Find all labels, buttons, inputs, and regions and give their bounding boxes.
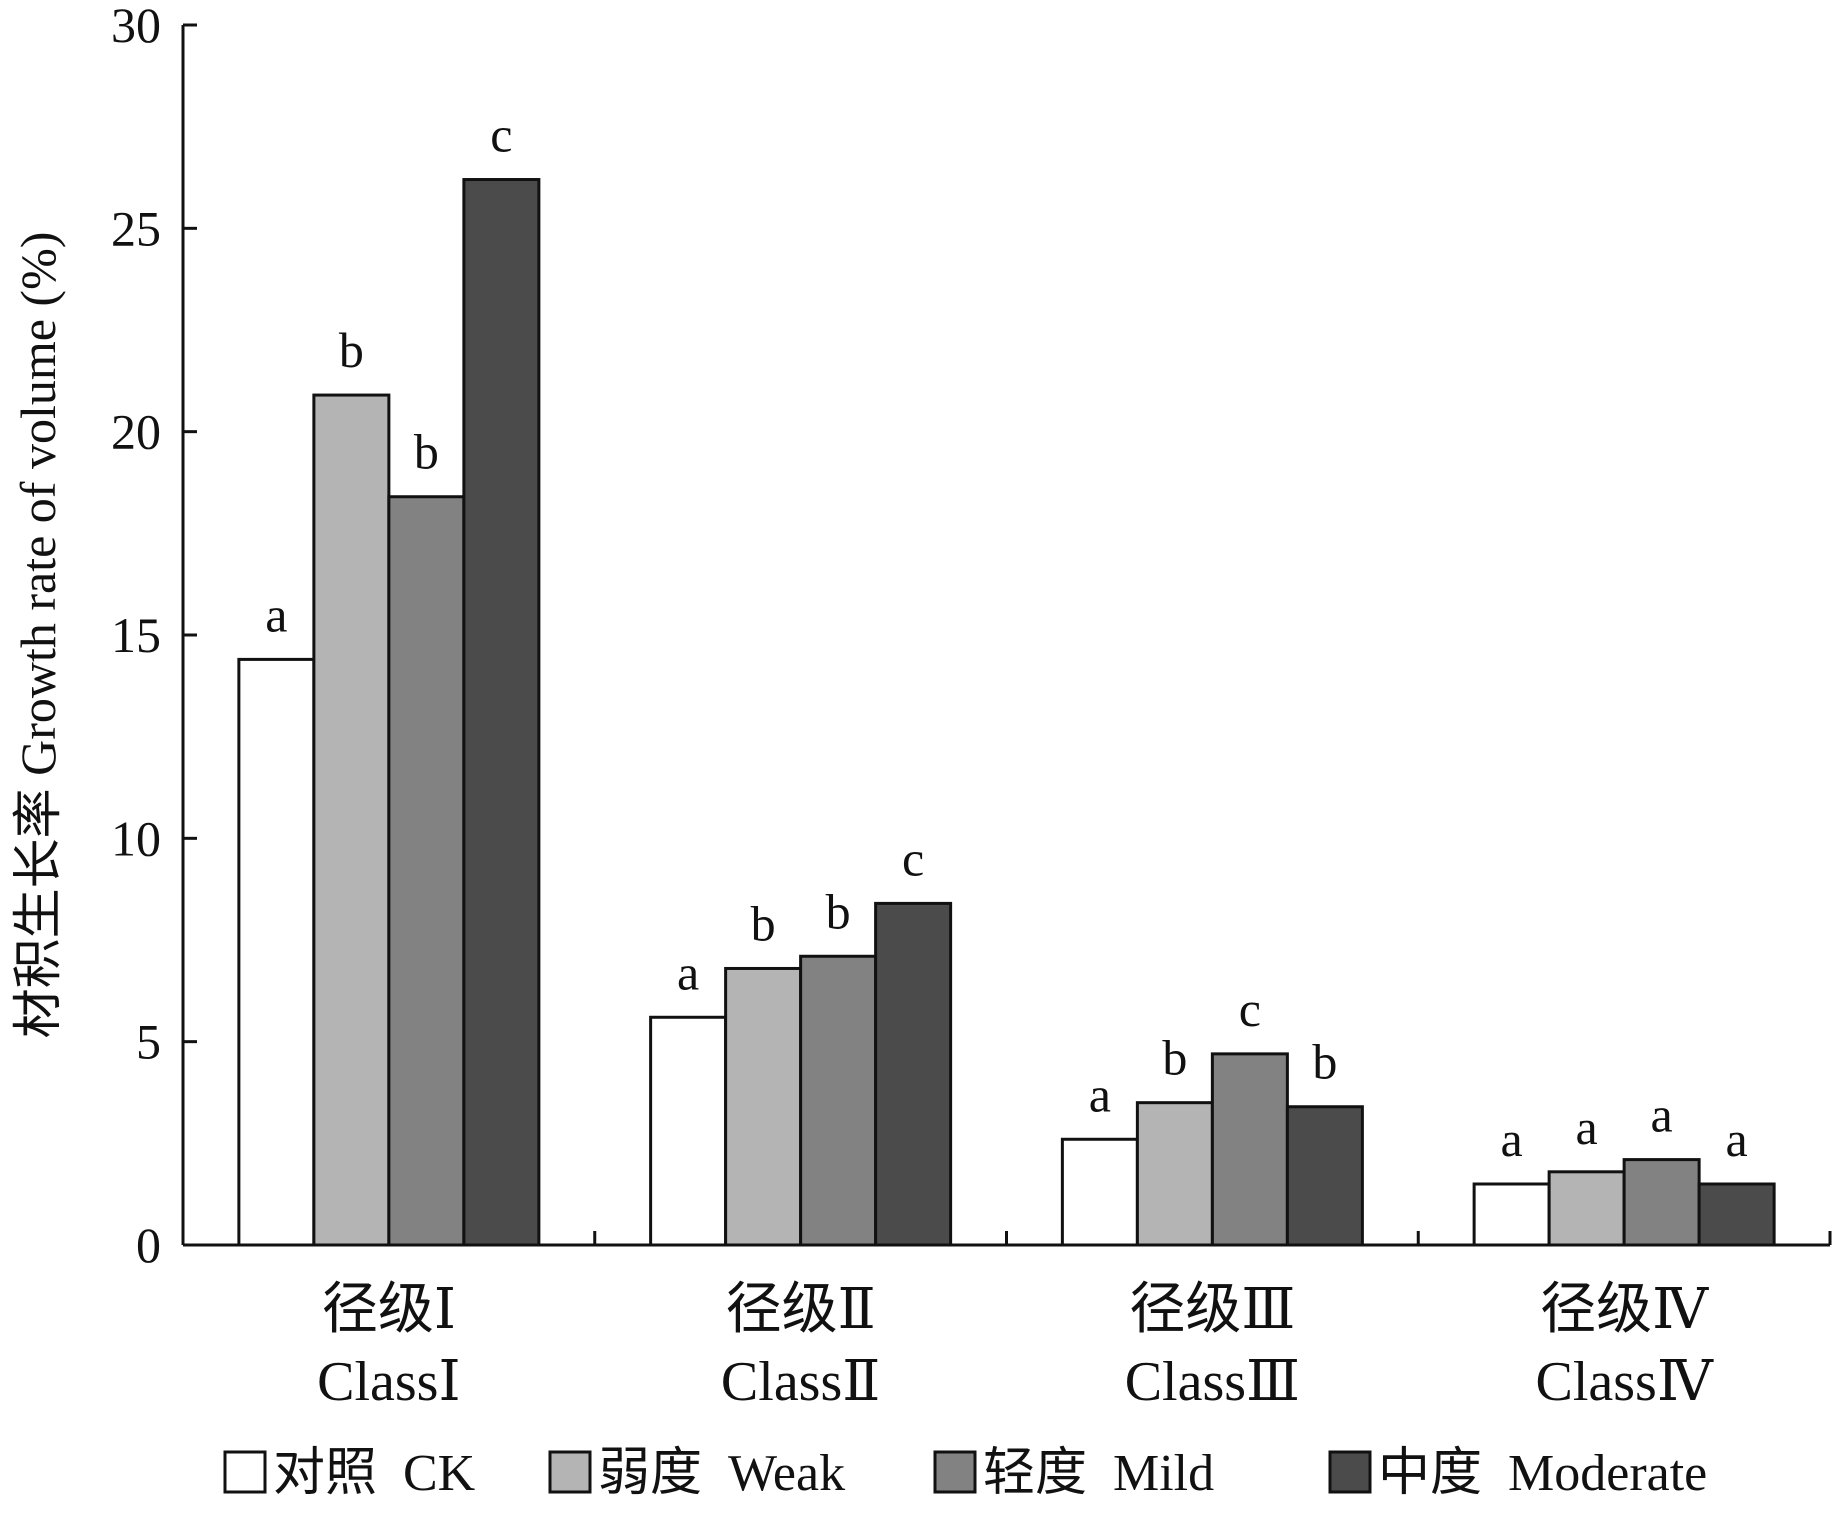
bar	[1285, 1105, 1364, 1247]
x-category-label: ClassⅡ	[721, 1351, 880, 1413]
significance-label: a	[1576, 1099, 1598, 1155]
significance-label: b	[1312, 1034, 1337, 1090]
bar	[799, 954, 878, 1247]
bar	[649, 1015, 728, 1247]
y-tick-label: 10	[111, 810, 161, 866]
legend-label: 中度 Moderate	[1378, 1445, 1707, 1502]
significance-label: b	[751, 895, 776, 951]
y-tick-label: 30	[111, 0, 161, 53]
significance-label: a	[1651, 1087, 1673, 1143]
x-category-label: ClassⅠ	[317, 1351, 460, 1413]
significance-label: b	[826, 883, 851, 939]
legend-swatch	[1328, 1450, 1372, 1494]
x-category-label: 径级Ⅳ	[1540, 1279, 1709, 1341]
bar	[462, 178, 541, 1247]
significance-label: b	[1162, 1030, 1187, 1086]
bar	[387, 495, 466, 1247]
legend-swatch	[548, 1450, 592, 1494]
legend-label: 弱度 Weak	[598, 1445, 845, 1502]
bar	[1210, 1052, 1289, 1247]
significance-label: c	[1239, 981, 1261, 1037]
y-tick-label: 25	[111, 200, 161, 256]
bar	[724, 966, 803, 1247]
x-category-label: 径级Ⅱ	[726, 1279, 876, 1341]
significance-label: b	[414, 424, 439, 480]
y-tick-label: 0	[136, 1217, 161, 1273]
significance-label: a	[677, 944, 699, 1000]
significance-label: a	[1726, 1111, 1748, 1167]
bar	[1697, 1182, 1776, 1247]
y-axis-title: 材积生长率 Growth rate of volume (%)	[10, 232, 66, 1039]
y-tick-label: 20	[111, 404, 161, 460]
significance-label: b	[339, 322, 364, 378]
legend-label: 对照 CK	[273, 1445, 476, 1502]
x-category-label: 径级Ⅰ	[322, 1279, 456, 1341]
legend-swatch	[933, 1450, 977, 1494]
bar	[237, 657, 316, 1247]
x-category-label: 径级Ⅲ	[1129, 1279, 1295, 1341]
bar	[1547, 1170, 1626, 1247]
x-category-label: ClassⅢ	[1125, 1351, 1300, 1413]
significance-label: c	[490, 107, 512, 163]
significance-label: a	[1089, 1066, 1111, 1122]
bar	[312, 393, 391, 1247]
bar	[1135, 1101, 1214, 1247]
y-tick-label: 5	[136, 1014, 161, 1070]
significance-label: a	[265, 586, 287, 642]
bar	[874, 901, 953, 1247]
legend-swatch	[223, 1450, 267, 1494]
significance-label: c	[902, 830, 924, 886]
significance-label: a	[1501, 1111, 1523, 1167]
bar	[1060, 1137, 1139, 1247]
bar	[1622, 1158, 1701, 1247]
bar	[1472, 1182, 1551, 1247]
legend-label: 轻度 Mild	[983, 1445, 1214, 1502]
x-category-label: ClassⅣ	[1535, 1351, 1713, 1413]
y-tick-label: 15	[111, 607, 161, 663]
